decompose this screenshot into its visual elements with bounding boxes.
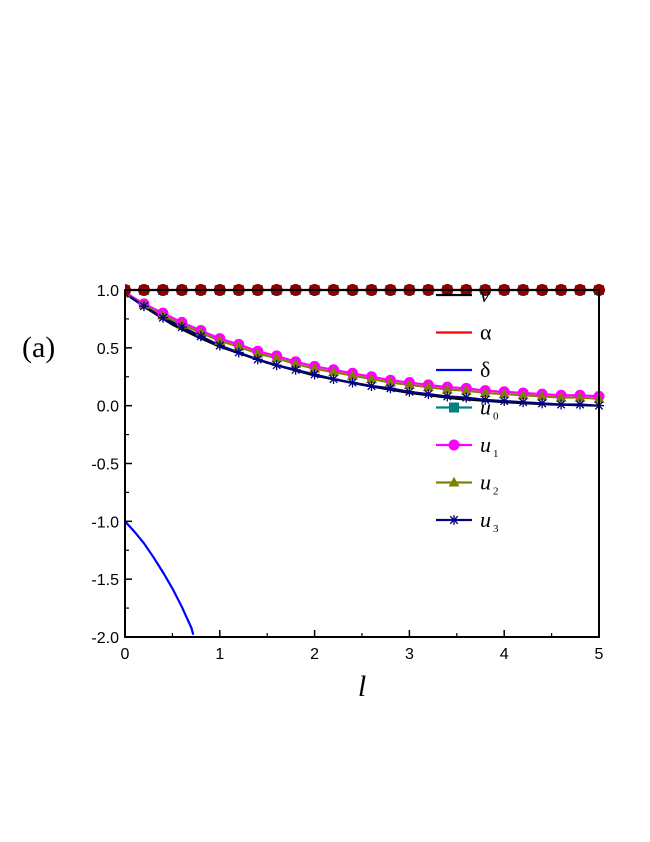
plot-frame [124,289,600,638]
plot-area [125,284,605,635]
data-point-s6-17 [442,391,453,402]
data-point-s6-1 [138,301,149,312]
data-point-s6-4 [195,331,206,342]
y-tick-label-2: -1.0 [91,514,119,531]
data-point-s6-8 [271,360,282,371]
legend-entry-1: α [436,320,492,345]
data-point-s6-21 [518,397,529,408]
x-tick-label-3: 3 [405,646,414,663]
data-point-s5-15 [403,379,415,389]
axis-ticks: 0 1 2 3 4 5 -2.0 -1.5 -1.0 -0.5 0.0 0.5 1.0 [91,283,603,663]
data-point-s6-9 [290,364,301,375]
data-point-s6-19 [480,394,491,405]
x-tick-label-1: 1 [215,646,224,663]
data-point-s6-15 [404,386,415,397]
data-point-s5-22 [536,390,548,401]
data-point-s5-20 [498,388,510,399]
y-tick-label-4: 0.0 [97,399,119,416]
data-point-s5-24 [574,391,586,402]
legend-label-1: α [480,320,492,345]
data-point-s6-10 [309,369,320,380]
x-tick-label-5: 5 [595,646,604,663]
x-tick-label-4: 4 [500,646,509,663]
data-point-s6-18 [461,392,472,403]
data-point-s5-9 [290,358,302,369]
legend-label-sub-3: 0 [493,411,499,423]
series-line-0 [125,292,600,407]
data-point-s5-6 [233,340,245,351]
legend-label-4: u [480,432,491,457]
data-point-s5-7 [252,347,264,358]
data-point-s5-23 [555,391,567,402]
data-point-s6-6 [233,347,244,358]
legend-label-5: u [480,470,491,495]
x-axis-label: l [358,670,366,703]
data-point-s6-22 [537,398,548,409]
legend-label-2: δ [480,357,490,382]
legend-label-6: u [480,507,491,532]
data-point-s5-13 [365,373,377,384]
data-point-s5-18 [460,384,472,395]
x-tick-label-2: 2 [310,646,319,663]
legend-marker-4 [448,439,460,451]
legend-label-3: u [480,395,491,420]
series-line-2 [125,520,195,635]
data-point-s6-20 [499,396,510,407]
data-point-s6-2 [157,312,168,323]
legend-label-sub-4: 1 [493,448,499,460]
data-point-s5-16 [422,381,434,392]
legend-entry-0: v [436,282,490,307]
series-line-4 [125,291,600,398]
data-point-s6-3 [176,322,187,333]
data-point-s5-21 [517,389,529,400]
data-point-s5-19 [479,387,491,397]
y-tick-label-0: -2.0 [91,630,119,647]
data-point-s6-7 [252,354,263,365]
panel-label: (a) [22,331,55,364]
data-point-s5-8 [271,352,283,363]
data-point-s6-16 [423,389,434,400]
legend-marker-3 [449,402,459,413]
data-point-s6-23 [556,399,567,410]
x-tick-label-0: 0 [121,646,130,663]
data-point-s6-11 [328,374,339,385]
data-point-s5-12 [347,369,359,380]
legend-label-sub-5: 2 [493,486,499,498]
series-line-6 [125,292,600,407]
data-point-s6-13 [366,381,377,392]
legend-label-0: v [480,282,490,307]
data-point-s5-10 [309,362,321,373]
data-point-s5-14 [384,376,396,387]
y-tick-label-1: -1.5 [91,572,119,589]
legend-marker-5 [448,476,460,487]
y-tick-label-3: -0.5 [91,457,119,474]
data-point-s6-12 [347,377,358,388]
legend-marker-6 [449,515,459,525]
legend-label-sub-6: 3 [493,523,499,535]
legend-entry-2: δ [436,357,490,382]
y-tick-label-5: 0.5 [97,341,119,358]
data-point-s6-14 [385,383,396,394]
data-point-s5-11 [328,366,340,377]
data-point-s6-24 [575,399,586,410]
data-point-s6-5 [214,340,225,351]
y-tick-label-6: 1.0 [97,283,119,300]
data-point-s5-17 [441,383,453,394]
series-line-5 [125,292,600,400]
